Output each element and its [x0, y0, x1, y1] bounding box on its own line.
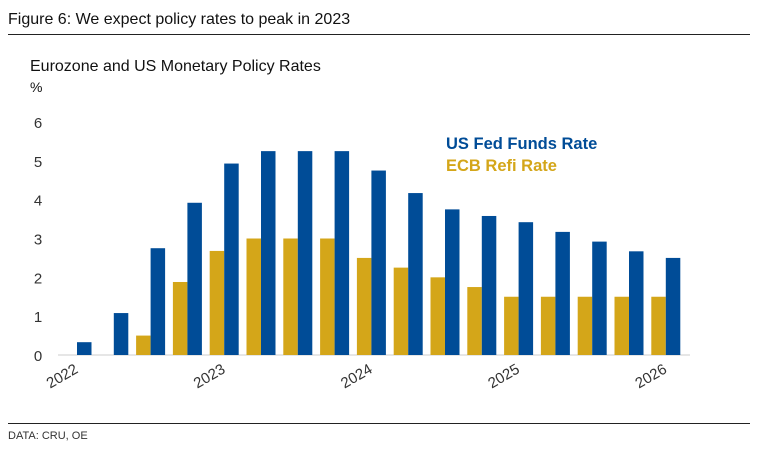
- fed-bar: [555, 231, 570, 355]
- ecb-bar: [540, 296, 556, 355]
- y-axis-unit: %: [30, 79, 43, 95]
- ecb-bar: [504, 296, 519, 355]
- fed-bar: [224, 163, 239, 355]
- fed-bar: [629, 251, 644, 355]
- x-tick-label: 2024: [338, 361, 375, 392]
- ecb-bar: [577, 296, 593, 355]
- fed-bar: [334, 151, 350, 355]
- y-tick-label: 1: [34, 309, 42, 326]
- ecb-bar: [172, 281, 188, 355]
- fed-bar: [77, 342, 92, 355]
- ecb-bar: [430, 277, 445, 355]
- ecb-bar: [246, 238, 261, 355]
- ecb-bar: [283, 238, 298, 355]
- y-tick-label: 4: [34, 193, 42, 210]
- y-tick-label: 5: [34, 154, 42, 171]
- fed-bar: [297, 151, 313, 355]
- ecb-bar: [356, 257, 372, 355]
- legend-ecb: ECB Refi Rate: [446, 157, 557, 175]
- fed-bar: [445, 209, 460, 355]
- figure-title: Figure 6: We expect policy rates to peak…: [8, 11, 351, 28]
- fed-bar: [481, 215, 497, 355]
- fed-bar: [261, 151, 276, 355]
- top-divider: [8, 34, 750, 35]
- ecb-bar: [467, 287, 482, 355]
- ecb-bar: [209, 250, 225, 355]
- ecb-bar: [136, 335, 151, 355]
- fed-bar: [187, 202, 202, 355]
- x-tick-label: 2022: [44, 361, 81, 392]
- y-tick-label: 3: [34, 232, 42, 249]
- legend-fed: US Fed Funds Rate: [446, 135, 597, 153]
- fed-bar: [408, 193, 423, 355]
- fed-bar: [518, 222, 534, 355]
- x-tick-label: 2025: [485, 361, 522, 392]
- y-tick-label: 2: [34, 270, 42, 287]
- ecb-bar: [320, 238, 335, 355]
- ecb-bar: [614, 296, 629, 355]
- x-tick-label: 2026: [632, 361, 669, 392]
- source-note: DATA: CRU, OE: [8, 430, 88, 442]
- fed-bar: [150, 248, 166, 355]
- y-tick-label: 0: [34, 348, 42, 365]
- ecb-bar: [393, 267, 409, 355]
- fed-bar: [665, 257, 681, 355]
- fed-bar: [371, 170, 386, 355]
- ecb-bar: [651, 296, 666, 355]
- fed-bar: [113, 313, 129, 355]
- chart-title: Eurozone and US Monetary Policy Rates: [30, 58, 321, 75]
- x-tick-label: 2023: [191, 361, 228, 392]
- y-tick-label: 6: [34, 115, 42, 132]
- fed-bar: [592, 241, 607, 355]
- bottom-divider: [8, 423, 750, 424]
